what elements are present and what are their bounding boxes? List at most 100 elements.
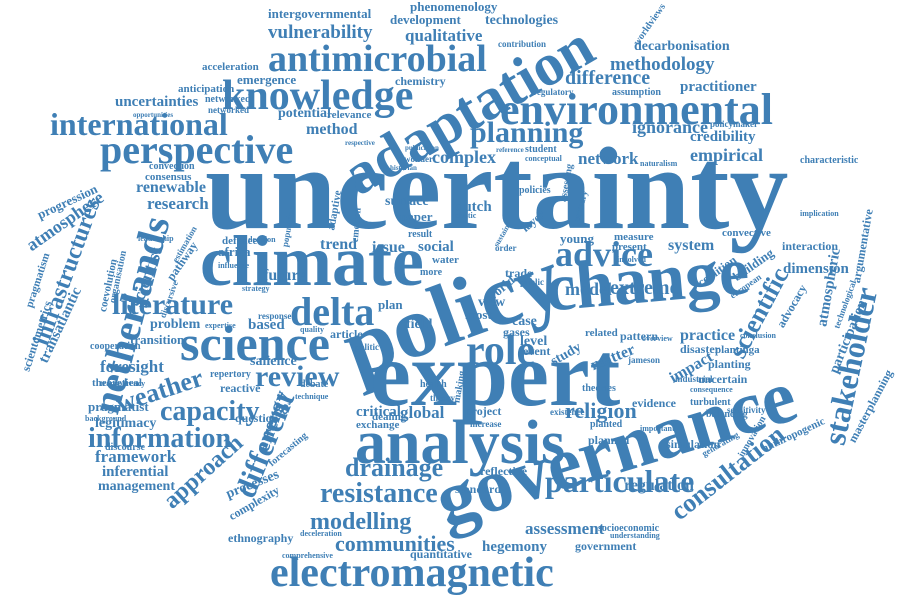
cloud-word: young <box>560 231 594 246</box>
cloud-word: contribution <box>498 39 547 49</box>
cloud-word: influence <box>218 261 250 270</box>
cloud-word: level <box>520 334 548 349</box>
cloud-word: result <box>408 229 433 240</box>
cloud-word: advice <box>555 234 653 274</box>
cloud-word: dimension <box>783 261 849 277</box>
cloud-word: pragmatist <box>88 399 149 414</box>
cloud-word: characteristic <box>800 155 859 166</box>
cloud-word: decarbonisation <box>634 39 730 54</box>
cloud-word: student <box>525 144 557 155</box>
cloud-word: phenomenology <box>410 0 498 14</box>
cloud-word: paper <box>400 209 433 224</box>
cloud-word: trade <box>505 266 533 280</box>
cloud-word: networked <box>208 105 249 115</box>
cloud-word: related <box>585 327 618 339</box>
cloud-word: politic <box>355 342 379 352</box>
cloud-word: networked <box>205 94 251 105</box>
cloud-word: dealing <box>372 411 407 423</box>
cloud-word: naturalism <box>640 159 678 168</box>
cloud-word: interaction <box>782 239 838 253</box>
cloud-word: modelling <box>310 509 412 535</box>
cloud-word: exchange <box>356 419 400 431</box>
cloud-word: theoretical <box>92 377 142 389</box>
cloud-word: consequence <box>690 385 733 394</box>
cloud-word: background <box>85 414 127 423</box>
cloud-word: critical <box>356 404 401 420</box>
cloud-word: communities <box>335 531 455 556</box>
cloud-word: problem <box>150 317 201 332</box>
cloud-word: simulation <box>666 437 721 451</box>
cloud-word: resistance <box>320 478 438 509</box>
cloud-word: disaster <box>680 342 720 356</box>
cloud-word: transition <box>130 332 185 347</box>
cloud-word: uncertainty <box>205 123 789 254</box>
cloud-word: future <box>263 267 306 284</box>
cloud-word: inferential <box>102 464 169 480</box>
cloud-word: standard <box>455 482 502 496</box>
cloud-word: renewable <box>136 179 206 196</box>
cloud-word: debate <box>300 379 329 390</box>
cloud-word: industrial <box>675 374 713 384</box>
cloud-word: credibility <box>690 129 756 145</box>
cloud-word: important <box>640 424 675 433</box>
cloud-word: acceleration <box>202 61 259 73</box>
cloud-word: health <box>420 379 447 390</box>
cloud-word: emergence <box>237 72 297 87</box>
cloud-word: legitimacy <box>95 416 157 431</box>
cloud-word: hegemony <box>482 539 547 555</box>
cloud-word: historian <box>390 164 417 172</box>
cloud-word: sensitivity <box>727 405 766 415</box>
cloud-word: question <box>235 411 279 425</box>
cloud-word: planned <box>588 433 630 447</box>
cloud-word: research <box>147 194 209 213</box>
cloud-word: expert <box>370 323 621 425</box>
cloud-word: reactive <box>220 381 261 395</box>
cloud-word: practice <box>680 327 736 344</box>
cloud-word: deceleration <box>300 529 342 538</box>
cloud-word: evidence <box>632 396 676 410</box>
cloud-word: planting <box>708 357 751 371</box>
cloud-word: social <box>418 239 454 255</box>
cloud-word: transparency <box>100 379 146 388</box>
cloud-word: intergovernmental <box>268 6 372 21</box>
cloud-word: public <box>520 277 545 287</box>
cloud-word: method <box>306 121 358 138</box>
cloud-word: reference <box>496 146 524 154</box>
cloud-word: practitioner <box>680 79 757 95</box>
cloud-word: policies <box>519 185 551 196</box>
cloud-word: role <box>466 328 536 374</box>
cloud-word: delta <box>290 289 375 334</box>
cloud-word: methodology <box>610 54 715 75</box>
cloud-word: plantinga <box>715 344 760 356</box>
cloud-word: involved <box>617 255 646 264</box>
cloud-word: conceptual <box>525 154 562 163</box>
cloud-word: framework <box>95 447 177 466</box>
cloud-word: development <box>390 12 461 27</box>
cloud-word: analysis <box>355 409 566 477</box>
cloud-word: technique <box>295 392 329 401</box>
cloud-word: foresight <box>100 357 164 376</box>
cloud-word: regulatory <box>533 87 574 97</box>
cloud-word: decision <box>248 235 276 244</box>
cloud-word: difference <box>565 67 651 89</box>
cloud-word: qualitative <box>405 26 483 45</box>
cloud-word: opportunities <box>133 111 174 119</box>
cloud-word: vulnerability <box>268 22 373 43</box>
cloud-word: convection <box>149 161 195 172</box>
cloud-word: publication <box>405 144 439 152</box>
cloud-word: perspective <box>100 127 294 172</box>
cloud-word: ignorance <box>632 117 708 137</box>
cloud-word: particulate <box>545 463 695 499</box>
cloud-word: implication <box>800 209 839 218</box>
cloud-word: africa <box>218 244 251 259</box>
cloud-word: electromagnetic <box>270 550 554 596</box>
cloud-word: potential <box>278 106 331 121</box>
cloud-word: more <box>420 267 443 278</box>
cloud-word: event <box>523 344 551 358</box>
cloud-word: discourse <box>105 442 145 453</box>
cloud-word: climate <box>200 221 424 301</box>
cloud-word: view <box>478 295 506 310</box>
cloud-word: defence <box>222 235 258 247</box>
cloud-word: field <box>406 317 433 332</box>
